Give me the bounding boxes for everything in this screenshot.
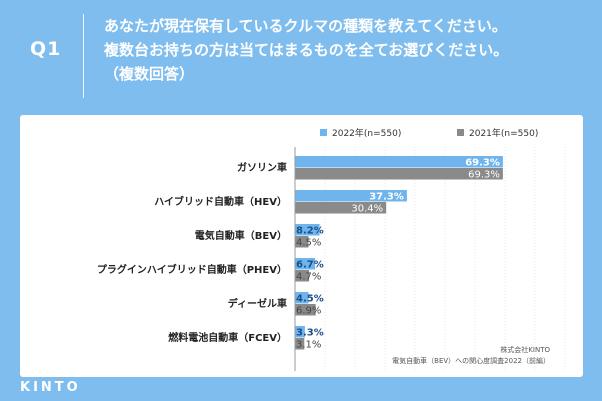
- category-label: ハイブリッド自動車（HEV）: [154, 195, 287, 208]
- bar-chart: 2022年(n=550) 2021年(n=550) ガソリン車 69.3%69.3% ハ…: [97, 127, 566, 371]
- data-label-2022: 3.3%: [296, 328, 324, 339]
- question-text: あなたが現在保有しているクルマの種類を教えてください。 複数台お持ちの方は当ては…: [104, 14, 594, 86]
- question-divider: [83, 14, 84, 98]
- bar-2021: [295, 202, 387, 214]
- data-label-2022: 4.5%: [296, 294, 324, 305]
- question-line-2: 複数台お持ちの方は当てはまるものを全てお選びください。: [104, 41, 509, 59]
- data-label-2021: 4.5%: [296, 238, 321, 249]
- bar-2021: [295, 168, 503, 180]
- data-label-2022: 8.2%: [296, 226, 324, 237]
- question-number: Q1: [30, 38, 62, 60]
- data-label-2021: 3.1%: [296, 340, 321, 351]
- data-label-2021: 30.4%: [351, 204, 383, 215]
- bar-2022: [295, 258, 316, 270]
- credit-source: 電気自動車（BEV）への関心度調査2022（前編）: [392, 357, 550, 365]
- bar-2022: [295, 292, 309, 304]
- chart-card: 2022年(n=550) 2021年(n=550) ガソリン車 69.3% 69.3% ハ…: [20, 115, 583, 377]
- kinto-logo: KINTO: [20, 380, 81, 395]
- bar-2021: [295, 304, 316, 316]
- category-label: プラグインハイブリッド自動車（PHEV）: [97, 263, 287, 276]
- category-label: ガソリン車: [237, 161, 287, 174]
- bar-2022: [295, 156, 503, 168]
- credit-company: 株式会社KINTO: [500, 346, 550, 354]
- data-label-2022: 69.3%: [465, 158, 500, 169]
- legend-label-2021: 2021年(n=550): [469, 127, 538, 139]
- data-label-2021: 6.9%: [296, 306, 321, 317]
- category-label: 電気自動車（BEV）: [195, 229, 287, 242]
- bar-2022: [295, 190, 407, 202]
- bar-2022: [295, 224, 320, 236]
- question-line-1: あなたが現在保有しているクルマの種類を教えてください。: [104, 17, 507, 35]
- bar-2021: [295, 338, 305, 350]
- data-label-2022: 37.3%: [369, 192, 404, 203]
- bar-2021: [295, 236, 309, 248]
- category-label: 燃料電池自動車（FCEV）: [168, 331, 287, 344]
- bar-2022: [295, 326, 305, 338]
- question-line-3: （複数回答）: [104, 65, 195, 83]
- data-label-2021: 69.3%: [468, 170, 500, 181]
- data-label-2021: 4.7%: [296, 272, 321, 283]
- bar-2021: [295, 270, 310, 282]
- legend-swatch-2021: [457, 129, 464, 136]
- legend-label-2022: 2022年(n=550): [332, 127, 401, 139]
- category-label: ディーゼル車: [228, 297, 287, 310]
- data-label-2022: 6.7%: [296, 260, 324, 271]
- legend-swatch-2022: [320, 129, 327, 136]
